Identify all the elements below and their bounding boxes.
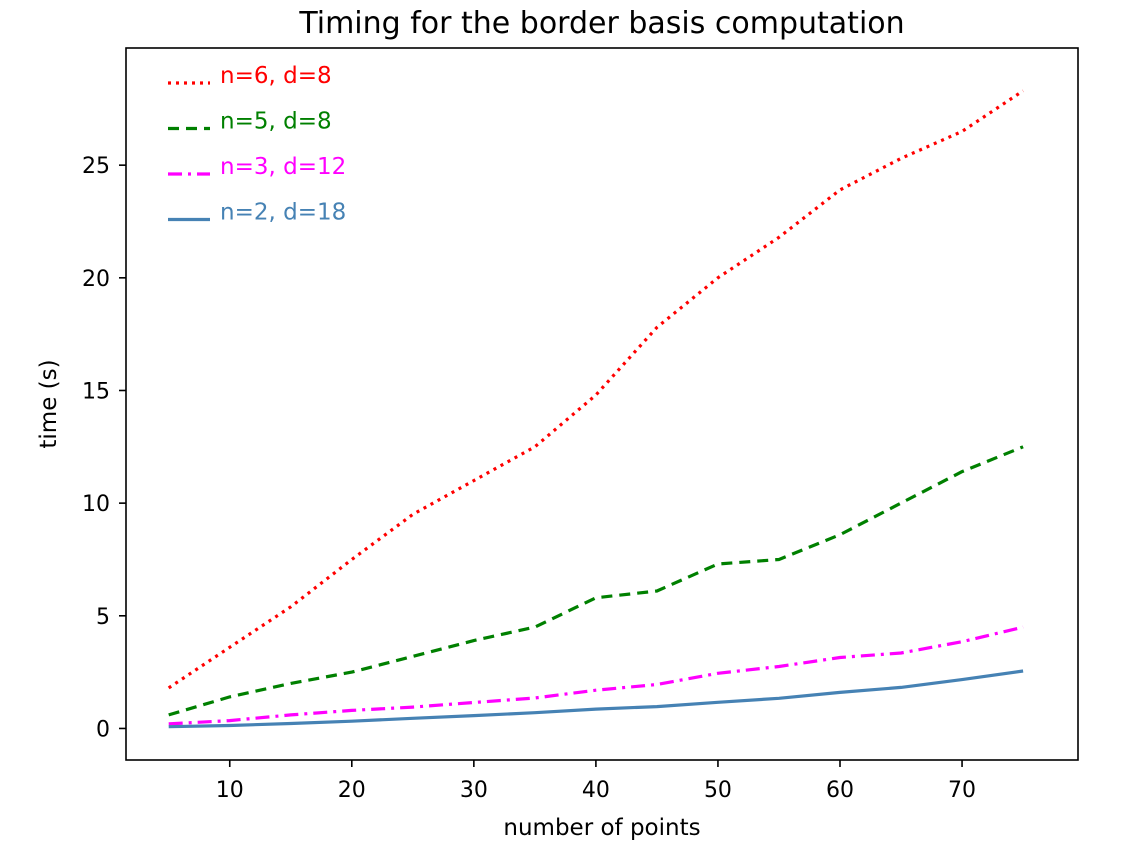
- y-tick-label: 20: [82, 267, 110, 292]
- y-tick-label: 5: [96, 605, 110, 630]
- y-tick-label: 15: [82, 379, 110, 404]
- y-tick-label: 0: [96, 717, 110, 742]
- series-lines: [167, 89, 1024, 729]
- x-tick-label: 50: [704, 778, 732, 803]
- x-tick-label: 60: [826, 778, 854, 803]
- x-tick-label: 30: [460, 778, 488, 803]
- x-axis-label: number of points: [503, 815, 700, 841]
- series-line-2: [168, 625, 1024, 726]
- legend-label-1: n=5, d=8: [220, 109, 332, 135]
- x-tick-label: 20: [338, 778, 366, 803]
- series-line-1: [168, 445, 1024, 717]
- legend-label-0: n=6, d=8: [220, 63, 332, 89]
- series-line-3: [168, 669, 1024, 729]
- x-tick-label: 40: [582, 778, 610, 803]
- series-line-0: [167, 89, 1024, 690]
- legend: n=6, d=8 n=5, d=8 n=3, d=12 n=2, d=18: [168, 63, 346, 226]
- y-axis-label: time (s): [36, 359, 62, 448]
- plot-frame: [125, 47, 1079, 761]
- y-tick-label: 10: [82, 492, 110, 517]
- chart-title: Timing for the border basis computation: [298, 6, 904, 41]
- legend-label-3: n=2, d=18: [220, 200, 346, 226]
- y-tick-label: 25: [82, 154, 110, 179]
- y-axis: 0 5 10 15 20 25: [82, 154, 126, 742]
- x-axis: 10 20 30 40 50 60 70: [216, 760, 976, 803]
- x-tick-label: 70: [948, 778, 976, 803]
- x-tick-label: 10: [216, 778, 244, 803]
- legend-label-2: n=3, d=12: [220, 154, 346, 180]
